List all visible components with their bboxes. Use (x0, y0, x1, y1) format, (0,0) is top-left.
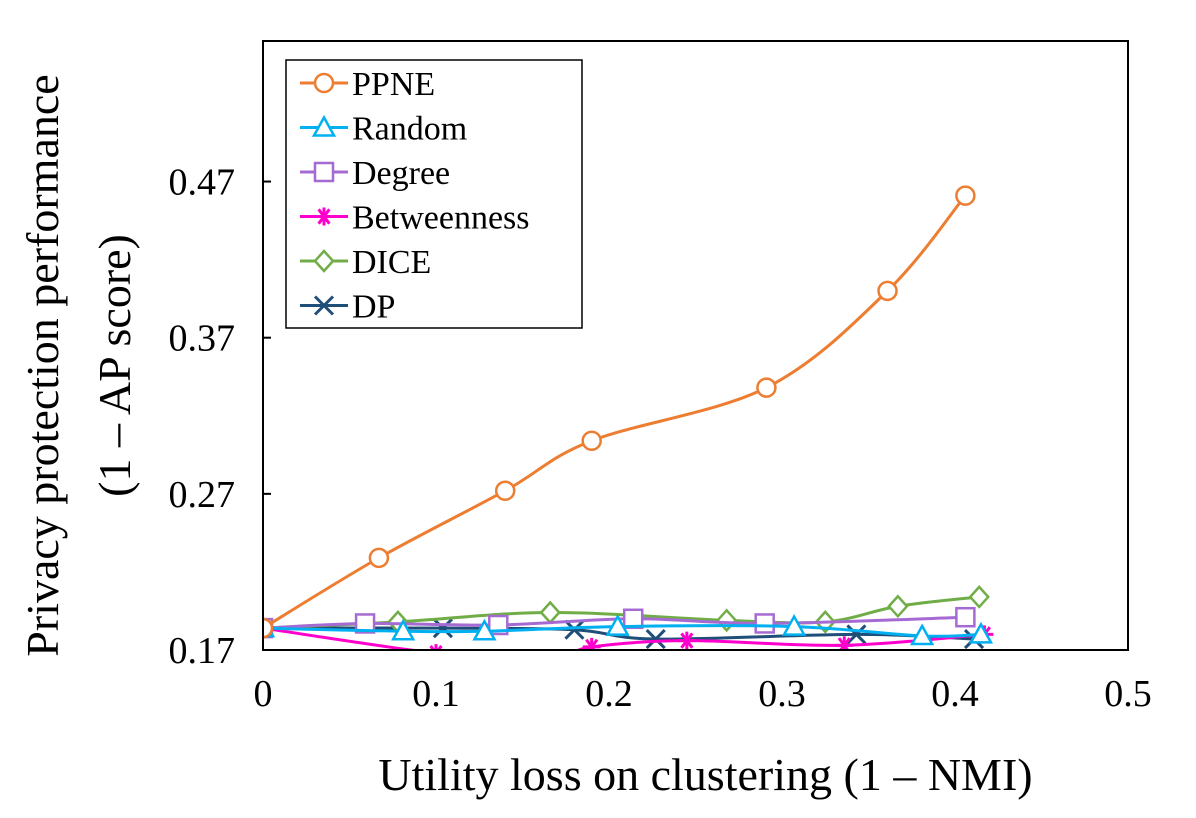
y-axis-title-line1: Privacy protection performance (17, 74, 68, 656)
point-dp (645, 629, 666, 650)
legend-marker-dp (313, 295, 335, 316)
point-random (968, 621, 994, 644)
point-betweenness (835, 636, 854, 650)
legend-item-random: Random (300, 111, 467, 148)
y-tick-label: 0.47 (169, 162, 236, 204)
x-axis: 0 0.1 0.2 0.3 0.4 0.5 (254, 673, 1152, 715)
point-degree (754, 613, 775, 634)
series-ppne (263, 185, 976, 639)
legend-item-dp: DP (300, 289, 395, 326)
legend-label-betweenness: Betweenness (352, 200, 530, 237)
y-axis: 0.17 0.27 0.37 0.47 (169, 162, 271, 672)
legend: PPNE Random Degree Betweenness DICE DP (285, 59, 583, 329)
legend-marker-degree (313, 161, 335, 183)
legend-item-dice: DICE (300, 244, 431, 281)
legend-label-degree: Degree (352, 155, 450, 192)
point-ppne (581, 430, 602, 452)
series-layer (263, 185, 994, 668)
y-tick-label: 0.27 (169, 474, 236, 516)
y-tick-label: 0.17 (169, 630, 236, 672)
legend-label-dice: DICE (352, 244, 431, 281)
legend-marker-random (311, 114, 337, 137)
legend-label-ppne: PPNE (352, 66, 435, 103)
point-dp (432, 618, 453, 639)
point-betweenness (539, 650, 557, 668)
point-random (781, 614, 807, 636)
point-betweenness (582, 637, 601, 650)
legend-label-random: Random (352, 111, 467, 148)
legend-marker-dice (313, 249, 335, 273)
series-random (263, 614, 994, 646)
point-random (472, 618, 497, 641)
x-tick-label: 0 (254, 673, 273, 715)
point-ppne (955, 185, 976, 206)
point-dice (968, 585, 990, 609)
point-degree (955, 606, 976, 628)
legend-item-degree: Degree (300, 155, 450, 192)
point-ppne (263, 617, 274, 639)
x-tick-label: 0.3 (758, 673, 806, 715)
point-random (605, 614, 630, 636)
point-ppne (494, 480, 516, 501)
legend-item-betweenness: Betweenness (300, 200, 530, 237)
point-betweenness (429, 644, 443, 650)
point-ppne (368, 547, 390, 569)
x-tick-label: 0.1 (412, 673, 460, 715)
legend-marker-betweenness (315, 207, 333, 226)
point-dice (887, 594, 909, 619)
plot-area-frame (262, 40, 1129, 651)
legend-item-ppne: PPNE (300, 66, 435, 103)
point-dp (846, 624, 867, 645)
legend-marker-ppne (313, 72, 335, 94)
point-dice (539, 600, 561, 625)
x-axis-title: Utility loss on clustering (1 – NMI) (378, 749, 1032, 800)
point-random (910, 623, 935, 646)
legend-label-dp: DP (352, 289, 395, 326)
x-tick-label: 0.4 (931, 673, 979, 715)
point-degree (354, 613, 376, 634)
point-random (391, 618, 416, 641)
point-betweenness (677, 631, 696, 650)
y-axis-title-line2: (1 – AP score) (89, 234, 140, 497)
x-tick-label: 0.5 (1104, 673, 1152, 715)
x-tick-label: 0.2 (585, 673, 633, 715)
point-ppne (877, 280, 898, 302)
point-ppne (756, 377, 777, 398)
y-tick-label: 0.37 (169, 318, 236, 360)
point-dp (564, 619, 585, 640)
point-dice (715, 608, 738, 633)
legend-box (285, 59, 583, 329)
